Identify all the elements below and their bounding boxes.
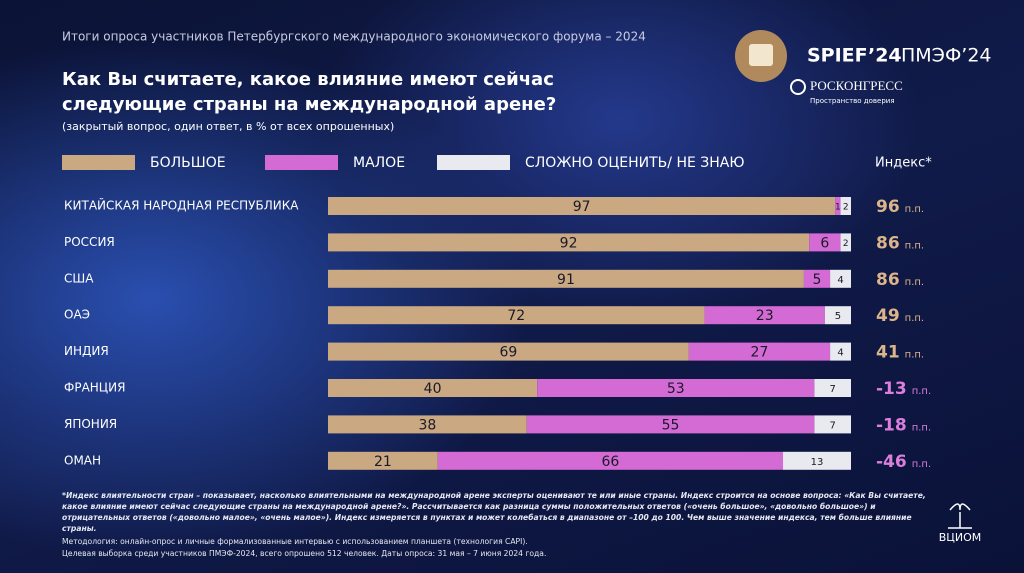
category-label: ИНДИЯ	[64, 344, 109, 358]
value-label: 53	[667, 381, 685, 397]
value-label: 5	[813, 272, 822, 288]
bar-segment	[824, 306, 851, 325]
value-label: 5	[835, 311, 841, 322]
index-title: Индекс*	[875, 156, 932, 171]
category-label: ЯПОНИЯ	[64, 417, 117, 431]
index-value: 86	[876, 270, 900, 290]
value-label: 92	[560, 235, 578, 251]
bar-segment	[840, 233, 851, 252]
bar-segment	[835, 197, 841, 215]
index-unit: п.п.	[905, 313, 924, 324]
bar-segment	[537, 379, 815, 397]
note: (закрытый вопрос, один ответ, в % от все…	[62, 120, 394, 133]
index-value: 86	[876, 233, 900, 253]
value-label: 72	[507, 308, 525, 324]
bar-segment	[809, 233, 841, 252]
bar-segment	[814, 379, 851, 397]
legend-swatch	[265, 155, 338, 170]
footnote-sample: Целевая выборка среди участников ПМЭФ-20…	[62, 549, 547, 558]
index-value: 96	[876, 197, 900, 217]
value-label: 38	[418, 417, 436, 433]
legend-label: СЛОЖНО ОЦЕНИТЬ/ НЕ ЗНАЮ	[525, 155, 744, 171]
bar-segment	[328, 233, 810, 252]
bar-segment	[830, 269, 851, 288]
bar-segment	[328, 269, 804, 288]
value-label: 69	[500, 345, 518, 361]
vciom-icon	[948, 503, 972, 529]
value-label: 7	[830, 420, 836, 431]
footnote-definition: *Индекс влиятельности стран – показывает…	[62, 491, 926, 533]
category-label: ОАЭ	[64, 308, 90, 322]
bar-segment	[437, 451, 784, 470]
logo-ship	[749, 44, 773, 66]
value-label: 2	[843, 203, 849, 213]
index-unit: п.п.	[912, 459, 931, 470]
index-value: -13	[876, 379, 907, 399]
category-label: ОМАН	[64, 453, 101, 467]
bar-segment	[328, 306, 705, 325]
index-unit: п.п.	[912, 386, 931, 397]
logo-spief: SPIEF’24	[807, 45, 902, 67]
index-value: -46	[876, 452, 907, 472]
bar-segment	[328, 197, 836, 215]
bar-segment	[814, 415, 851, 434]
index-unit: п.п.	[905, 204, 924, 215]
value-label: 6	[820, 235, 829, 251]
value-label: 55	[662, 417, 680, 433]
roscongress-icon	[790, 79, 806, 95]
category-label: США	[64, 271, 94, 285]
footnote-method: Методология: онлайн-опрос и личные форма…	[62, 537, 528, 546]
legend-label: БОЛЬШОЕ	[150, 155, 226, 171]
logo-vciom: ВЦИОМ	[939, 531, 981, 544]
bar-segment	[704, 306, 825, 325]
title-line: Как Вы считаете, какое влияние имеют сей…	[62, 69, 554, 90]
bar-segment	[783, 451, 851, 470]
index-value: 41	[876, 343, 900, 363]
bar-segment	[803, 269, 831, 288]
value-label: 13	[811, 457, 824, 468]
legend-label: МАЛОЕ	[353, 155, 405, 171]
index-value: 49	[876, 306, 900, 326]
value-label: 4	[837, 348, 843, 359]
subtitle: Итоги опроса участников Петербургского м…	[62, 30, 646, 44]
value-label: 23	[756, 308, 774, 324]
value-label: 97	[573, 199, 591, 215]
value-label: 27	[751, 345, 769, 361]
bar-segment	[688, 342, 831, 361]
value-label: 7	[830, 384, 836, 395]
bar-segment	[328, 342, 689, 361]
bar-segment	[840, 197, 851, 215]
index-unit: п.п.	[905, 277, 924, 288]
category-label: ФРАНЦИЯ	[64, 381, 125, 395]
value-label: 1	[835, 203, 841, 213]
logo-tagline: Пространство доверия	[810, 97, 895, 105]
bar-segment	[328, 415, 527, 434]
index-unit: п.п.	[905, 240, 924, 251]
value-label: 40	[424, 381, 442, 397]
index-value: -18	[876, 415, 907, 435]
logo-pmef: ПМЭФ’24	[901, 45, 992, 67]
category-label: КИТАЙСКАЯ НАРОДНАЯ РЕСПУБЛИКА	[64, 198, 299, 213]
value-label: 2	[843, 239, 849, 249]
index-unit: п.п.	[912, 422, 931, 433]
value-label: 91	[557, 272, 575, 288]
bar-segment	[328, 451, 438, 470]
category-label: РОССИЯ	[64, 235, 115, 249]
value-label: 66	[602, 454, 620, 470]
legend-swatch	[62, 155, 135, 170]
bar-segment	[830, 342, 851, 361]
logo-roscongress: РОСКОНГРЕСС	[810, 78, 903, 93]
bar-segment	[328, 379, 538, 397]
value-label: 21	[374, 454, 392, 470]
index-unit: п.п.	[905, 350, 924, 361]
title-line: следующие страны на международной арене?	[62, 94, 556, 115]
bar-segment	[526, 415, 815, 434]
value-label: 4	[837, 275, 843, 286]
legend-swatch	[437, 155, 510, 170]
